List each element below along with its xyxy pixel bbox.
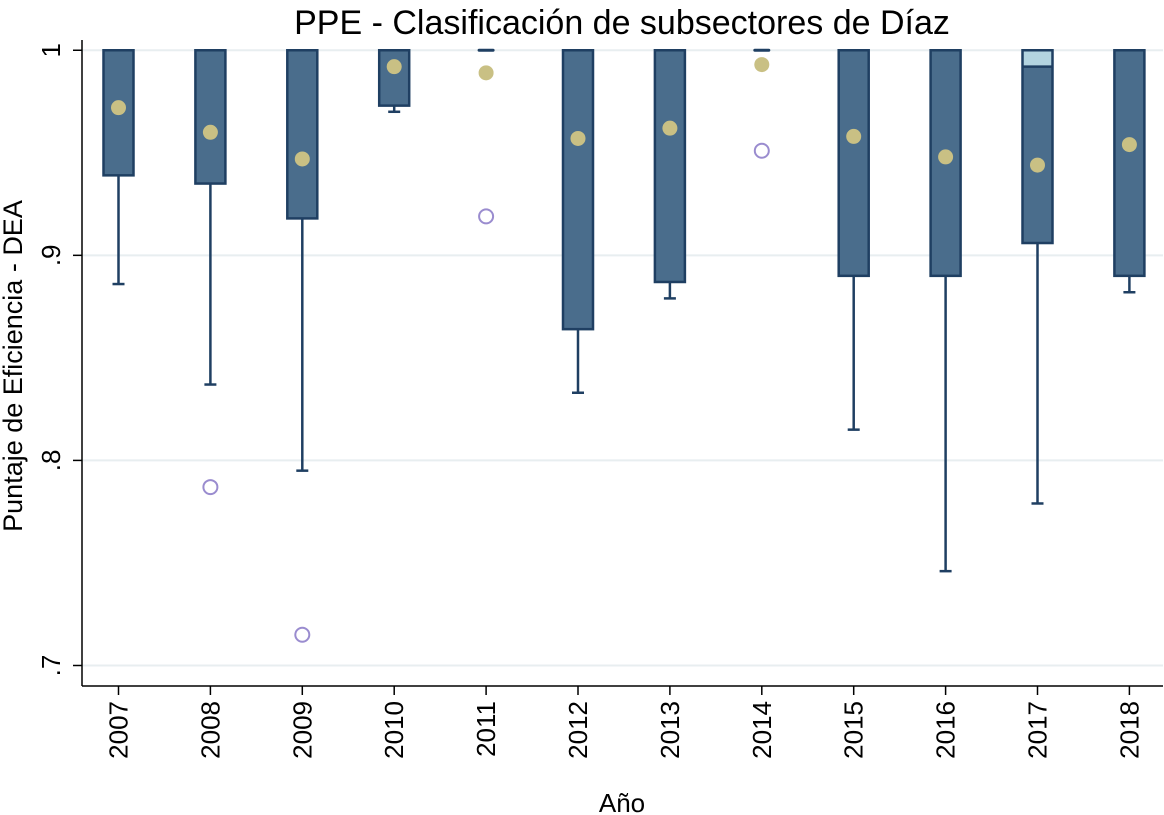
x-tick-label: 2014 (747, 701, 777, 759)
x-tick-label: 2018 (1114, 701, 1144, 759)
x-tick-label: 2013 (655, 701, 685, 759)
y-tick-label: 1 (36, 43, 66, 57)
y-axis-label: Puntaje de Eficiencia - DEA (0, 200, 28, 532)
y-tick-label: .8 (36, 450, 66, 472)
box-outline (929, 49, 962, 278)
box-lower-half (287, 50, 318, 219)
box-lower-half (1114, 50, 1145, 276)
x-axis-label: Año (599, 788, 645, 815)
box-2009 (286, 49, 319, 643)
box-outline (1021, 49, 1054, 245)
box-2015 (837, 49, 870, 431)
x-tick-label: 2009 (287, 701, 317, 759)
box-lower-half (563, 50, 593, 330)
box-2008 (194, 49, 227, 496)
chart-title: PPE - Clasificación de subsectores de Dí… (294, 4, 950, 42)
box-2010 (377, 49, 411, 114)
box-outline (561, 49, 595, 331)
x-tick-label: 2015 (839, 701, 869, 759)
box-2012 (561, 49, 595, 394)
box-2018 (1113, 49, 1146, 294)
outlier-point (753, 142, 770, 159)
mean-marker (570, 130, 586, 146)
x-tick-label: 2008 (195, 701, 225, 759)
y-tick-label: .9 (36, 244, 66, 266)
mean-marker (938, 149, 954, 165)
box-2013 (653, 49, 687, 300)
box-2007 (102, 49, 135, 286)
mean-marker (662, 120, 678, 136)
mean-marker (478, 65, 494, 81)
box-lower-half (195, 50, 226, 184)
outlier-point (478, 208, 495, 225)
box-lower-half (654, 50, 685, 282)
outlier-point (294, 626, 311, 643)
x-tick-label: 2016 (931, 701, 961, 759)
box-lower-half (1022, 66, 1053, 244)
boxes (102, 48, 1146, 643)
box-outline (653, 49, 687, 284)
box-2016 (929, 49, 962, 573)
mean-marker (111, 100, 126, 116)
x-tick-label: 2011 (471, 701, 501, 757)
box-upper-half (1022, 50, 1053, 67)
outlier-point (202, 479, 219, 496)
x-tick-label: 2010 (379, 701, 409, 759)
box-outline (102, 49, 135, 177)
box-lower-half (379, 50, 410, 106)
y-tick-label: .7 (36, 655, 66, 677)
box-outline (194, 49, 227, 185)
mean-marker (1121, 137, 1137, 153)
mean-marker (846, 128, 862, 144)
mean-marker (386, 59, 402, 75)
axes: .7 .8 .9 1 2007 2008 2009 2010 2011 2012 2013 2014 2… (36, 40, 1163, 759)
x-tick-label: 2012 (563, 701, 593, 759)
mean-marker (1030, 157, 1045, 173)
box-2014 (753, 48, 771, 159)
box-2011 (477, 48, 495, 225)
mean-marker (202, 124, 218, 140)
box-outline (377, 49, 411, 107)
mean-marker (294, 151, 310, 167)
box-outline (837, 49, 870, 278)
box-outline (1113, 49, 1146, 278)
x-tick-label: 2017 (1023, 701, 1053, 759)
box-outline (286, 49, 319, 220)
grid-lines (82, 49, 1163, 667)
mean-marker (754, 57, 770, 73)
x-tick-label: 2007 (104, 701, 134, 759)
box-2017 (1021, 49, 1054, 505)
box-lower-half (838, 50, 869, 276)
